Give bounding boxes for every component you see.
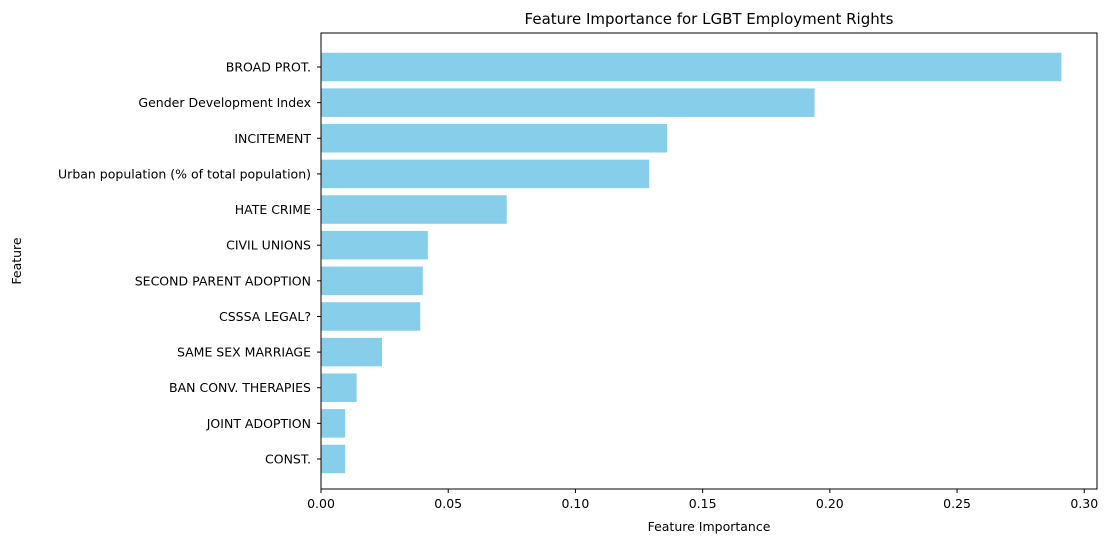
y-tick-label: Urban population (% of total population) bbox=[58, 166, 311, 181]
y-tick-label: INCITEMENT bbox=[234, 131, 311, 146]
x-tick-label: 0.25 bbox=[943, 496, 971, 511]
bar bbox=[321, 373, 357, 402]
y-tick-label: JOINT ADOPTION bbox=[206, 416, 311, 431]
bar bbox=[321, 230, 428, 260]
x-tick-label: 0.05 bbox=[434, 496, 462, 511]
bar bbox=[321, 159, 650, 189]
bar bbox=[321, 195, 507, 224]
y-tick-label: SAME SEX MARRIAGE bbox=[177, 345, 311, 360]
y-axis-label: Feature bbox=[9, 237, 24, 285]
bar bbox=[321, 52, 1062, 82]
plot-frame bbox=[320, 32, 1098, 490]
bar bbox=[321, 302, 421, 331]
y-tick-label: BAN CONV. THERAPIES bbox=[169, 380, 311, 395]
x-tick-label: 0.30 bbox=[1070, 496, 1098, 511]
y-tick-label: CONST. bbox=[265, 452, 311, 467]
x-axis-ticks: 0.00 0.05 0.10 0.15 0.20 0.25 0.30 bbox=[307, 489, 1098, 511]
bar bbox=[321, 266, 423, 296]
y-tick-label: Gender Development Index bbox=[138, 95, 311, 110]
bar bbox=[321, 88, 815, 117]
y-tick-label: HATE CRIME bbox=[235, 202, 311, 217]
y-axis-ticks: BROAD PROT. Gender Development Index INCIT… bbox=[58, 60, 321, 467]
bar bbox=[321, 409, 346, 438]
bar bbox=[321, 124, 668, 153]
chart-title: Feature Importance for LGBT Employment R… bbox=[525, 10, 894, 28]
bar bbox=[321, 444, 346, 474]
x-tick-label: 0.15 bbox=[689, 496, 717, 511]
bars bbox=[321, 52, 1062, 474]
x-tick-label: 0.00 bbox=[307, 496, 335, 511]
y-tick-label: CSSSA LEGAL? bbox=[219, 309, 311, 324]
x-tick-label: 0.20 bbox=[816, 496, 844, 511]
x-tick-label: 0.10 bbox=[562, 496, 590, 511]
y-tick-label: SECOND PARENT ADOPTION bbox=[135, 273, 311, 288]
y-tick-label: CIVIL UNIONS bbox=[226, 238, 311, 253]
bar bbox=[321, 337, 383, 367]
x-axis-label: Feature Importance bbox=[648, 519, 771, 534]
y-tick-label: BROAD PROT. bbox=[226, 60, 311, 75]
